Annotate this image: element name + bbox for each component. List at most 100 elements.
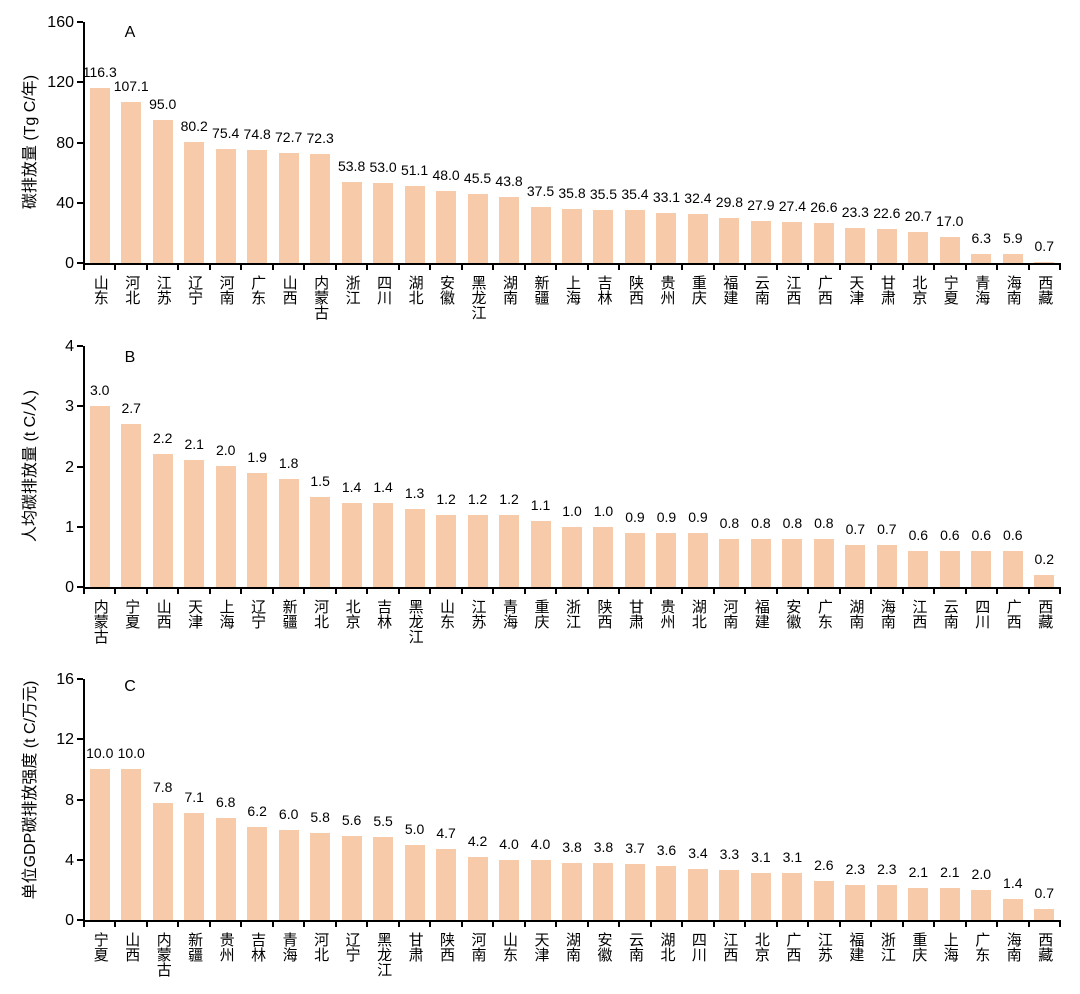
- y-tick-label: 4: [65, 851, 74, 869]
- category-label-text: 山东: [438, 599, 456, 629]
- category-label: 河南: [462, 932, 493, 962]
- bar-value-label: 1.9: [247, 449, 267, 465]
- bar: [341, 836, 362, 920]
- bar-value-label: 23.3: [841, 204, 869, 220]
- category-label-text: 广西: [815, 275, 833, 305]
- y-axis-line: [83, 346, 85, 589]
- x-tick: [240, 589, 243, 594]
- bar-value-label: 2.0: [971, 866, 992, 882]
- category-label-text: 吉林: [249, 932, 267, 962]
- x-tick: [775, 589, 778, 594]
- bar-value-label: 43.8: [495, 173, 523, 189]
- bar-value-label: 35.4: [621, 186, 649, 202]
- bar-value-label: 32.4: [684, 190, 712, 206]
- bar-value-label: 75.4: [212, 125, 240, 141]
- category-label-text: 江西: [910, 599, 928, 629]
- bar: [89, 88, 110, 263]
- x-tick: [618, 589, 621, 594]
- category-label: 贵州: [651, 275, 682, 305]
- bar: [750, 873, 771, 920]
- bar: [467, 515, 488, 587]
- bar-value-label: 1.5: [310, 473, 330, 489]
- category-label: 北京: [903, 275, 934, 305]
- y-tick-label: 8: [65, 791, 74, 809]
- bar: [971, 551, 992, 587]
- category-label: 山东: [84, 275, 115, 305]
- category-label: 黑龙江: [399, 599, 430, 644]
- category-label: 新疆: [178, 932, 209, 962]
- bar: [404, 845, 425, 920]
- x-tick: [1027, 922, 1030, 927]
- bar: [121, 424, 142, 587]
- bar-value-label: 22.6: [873, 205, 901, 221]
- bar-value-label: 3.8: [562, 839, 582, 855]
- y-tick: [77, 465, 83, 468]
- x-tick: [366, 589, 369, 594]
- x-tick: [271, 922, 274, 927]
- category-label-text: 陕西: [438, 932, 456, 962]
- bar-value-label: 3.6: [656, 842, 677, 858]
- bar: [876, 229, 897, 263]
- bar-value-label: 0.6: [908, 527, 929, 543]
- x-tick: [996, 265, 999, 270]
- x-tick: [1027, 589, 1030, 594]
- x-tick: [870, 922, 873, 927]
- x-tick: [1059, 922, 1061, 927]
- x-tick: [303, 589, 306, 594]
- category-label-text: 湖南: [563, 932, 581, 962]
- bar: [656, 533, 677, 587]
- x-tick: [681, 265, 684, 270]
- y-tick: [77, 201, 83, 204]
- category-label-text: 甘肃: [406, 932, 424, 962]
- y-tick-label: 0: [65, 255, 74, 272]
- category-label: 上海: [556, 275, 587, 305]
- category-label-text: 辽宁: [249, 599, 267, 629]
- category-label: 北京: [745, 932, 776, 962]
- category-label: 江西: [714, 932, 745, 962]
- bar: [1034, 909, 1055, 920]
- category-label-text: 江苏: [815, 932, 833, 962]
- x-tick: [114, 265, 117, 270]
- x-tick: [83, 922, 85, 927]
- category-label-text: 浙江: [343, 275, 361, 305]
- y-tick: [77, 141, 83, 144]
- category-label: 黑龙江: [367, 932, 398, 977]
- bar: [624, 533, 645, 587]
- category-label: 广东: [241, 275, 272, 305]
- category-label: 新疆: [273, 599, 304, 629]
- category-label-text: 新疆: [186, 932, 204, 962]
- category-label-text: 山东: [91, 275, 109, 305]
- x-tick: [397, 589, 400, 594]
- category-label: 内蒙古: [84, 599, 115, 644]
- x-tick: [933, 265, 936, 270]
- x-tick: [838, 589, 841, 594]
- category-label: 浙江: [336, 275, 367, 305]
- category-label: 福建: [714, 275, 745, 305]
- x-tick: [334, 589, 337, 594]
- category-label-text: 新疆: [532, 275, 550, 305]
- x-tick: [1059, 589, 1061, 594]
- bar-value-label: 0.7: [877, 521, 897, 537]
- bar-value-label: 20.7: [904, 208, 932, 224]
- bar: [499, 860, 520, 920]
- bar: [593, 527, 614, 587]
- x-tick: [492, 589, 495, 594]
- bar: [845, 545, 866, 587]
- category-label: 河北: [304, 599, 335, 629]
- bar: [845, 228, 866, 263]
- x-tick: [397, 265, 400, 270]
- category-label: 内蒙古: [147, 932, 178, 977]
- x-tick: [901, 589, 904, 594]
- category-label: 浙江: [871, 932, 902, 962]
- category-label-text: 河北: [312, 932, 330, 962]
- category-label: 安徽: [588, 932, 619, 962]
- category-label-text: 陕西: [626, 275, 644, 305]
- x-tick: [177, 265, 180, 270]
- x-tick: [681, 589, 684, 594]
- category-label-text: 湖北: [406, 275, 424, 305]
- bar: [876, 545, 897, 587]
- y-tick: [77, 525, 83, 528]
- category-label: 安徽: [777, 599, 808, 629]
- category-label-text: 新疆: [280, 599, 298, 629]
